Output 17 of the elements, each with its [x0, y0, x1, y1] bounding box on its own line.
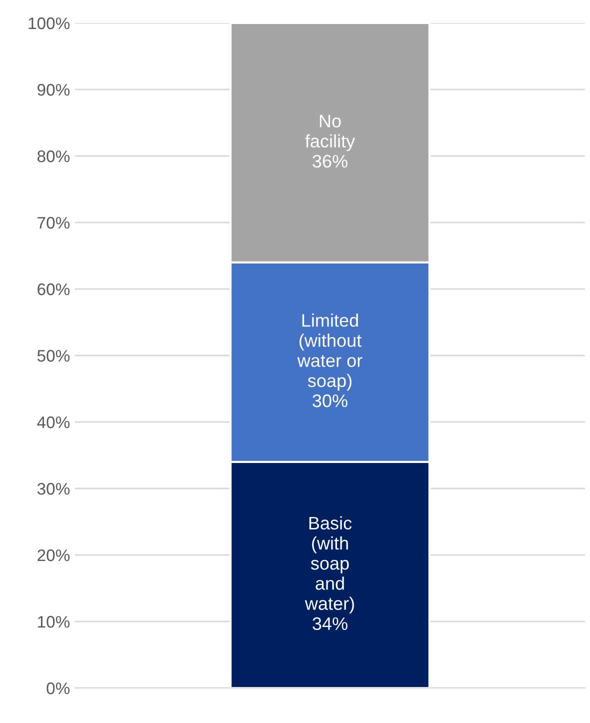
series-label: Basic (with soap and water) [304, 516, 354, 614]
data-label: 34% [312, 617, 348, 630]
y-tick-label: 90% [38, 84, 70, 96]
y-tick-label: 40% [37, 416, 70, 428]
y-tick-label: 70% [38, 216, 70, 229]
y-tick-label: 20% [38, 549, 70, 562]
data-label: 36% [312, 154, 348, 168]
y-tick-label: 0% [46, 682, 70, 694]
y-tick-label: 30% [37, 482, 70, 495]
data-label: 30% [312, 394, 348, 408]
y-tick-label: 10% [38, 616, 70, 628]
y-tick-label: 60% [38, 283, 70, 296]
y-tick-label: 100% [28, 17, 70, 30]
series-label: No facility [305, 114, 356, 152]
y-tick-label: 80% [38, 150, 70, 162]
series-label: Limited (without water or soap) [297, 314, 362, 391]
y-tick-label: 50% [37, 350, 70, 362]
